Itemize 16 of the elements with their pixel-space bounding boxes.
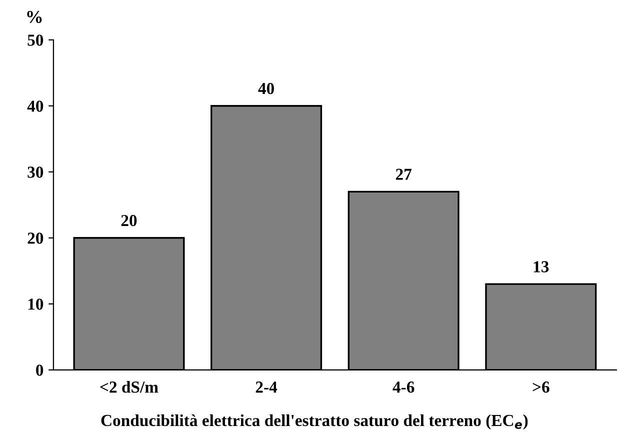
y-tick-label: 10 — [28, 298, 44, 310]
y-tick-label: 0 — [36, 364, 44, 376]
x-tick-label: >6 — [532, 382, 550, 393]
x-tick-label: 4-6 — [392, 382, 414, 393]
y-tick-label: 40 — [27, 100, 44, 112]
y-tick-label: 50 — [28, 34, 44, 46]
data-label: 27 — [396, 168, 412, 180]
data-label: 13 — [534, 261, 549, 272]
y-tick-label: 30 — [28, 166, 44, 178]
data-label: 20 — [121, 214, 137, 226]
y-axis-title: % — [27, 10, 42, 24]
y-tick-label: 20 — [28, 232, 44, 244]
x-tick-label: <2 dS/m — [100, 381, 158, 393]
x-tick-label: 2-4 — [256, 382, 278, 393]
data-label: 40 — [258, 82, 274, 94]
x-axis-title: Conducibilità elettrica dell'estratto saturo del terreno (EC$_{e}$) — [101, 414, 528, 430]
